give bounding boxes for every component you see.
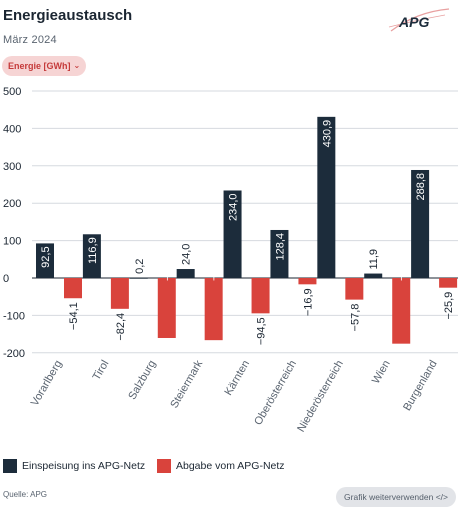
data-label: −54,1 [68,302,80,330]
data-label: 24,0 [181,244,193,265]
x-tick-label: Steiermark [168,358,205,410]
x-tick-label: Wien [370,358,393,386]
y-tick-label: 500 [3,86,21,98]
x-tick-label: Kärnten [222,358,252,397]
bar-feed-in [82,234,101,278]
y-tick-label: 400 [3,123,21,135]
y-tick-label: 300 [3,161,21,173]
unit-selector-dropdown[interactable]: Energie [GWh] ⌄ [2,56,87,76]
bar-withdrawal [439,278,458,288]
y-tick-label: 200 [3,198,21,210]
data-label: −166,2 [209,247,221,281]
x-tick-label: Niederösterreich [295,358,346,434]
legend-swatch-withdrawal [157,459,171,473]
bar-feed-in [223,190,242,278]
bar-withdrawal [345,278,364,300]
data-label: −94,5 [256,317,268,345]
legend-item-feed-in[interactable]: Einspeisung ins APG-Netz [3,459,145,473]
logo-text: APG [398,14,429,30]
data-label: 288,8 [415,173,427,201]
bar-withdrawal [157,278,176,338]
legend-swatch-feed-in [3,459,17,473]
data-label: 11,9 [368,249,380,270]
reuse-graphic-button[interactable]: Grafik weiterverwenden </> [336,487,456,507]
bar-feed-in [129,277,148,279]
y-tick-label: -200 [3,348,25,360]
x-tick-label: Vorarlberg [29,358,65,408]
data-label: −82,4 [115,313,127,341]
bar-withdrawal [110,278,129,309]
bar-chart: 500 400 300 200 100 0 -100 -200 92,5 −54,1 Vorarlb… [3,86,458,434]
bar-feed-in [411,169,430,278]
legend-label-withdrawal: Abgabe vom APG-Netz [176,460,285,472]
legend-item-withdrawal[interactable]: Abgabe vom APG-Netz [157,459,285,473]
x-tick-label: Oberösterreich [252,358,299,427]
data-label: −160,4 [162,247,174,281]
data-label: −25,9 [443,292,455,320]
y-tick-label: -100 [3,310,25,322]
data-label: −57,8 [349,304,361,332]
bar-withdrawal [251,278,270,314]
bar-feed-in [364,273,383,278]
bar-feed-in [270,229,289,278]
bar-withdrawal [204,278,223,341]
bar-feed-in [317,116,336,278]
data-label: −175,6 [396,247,408,281]
x-tick-label: Salzburg [126,358,158,402]
data-label: 234,0 [228,193,240,221]
x-tick-label: Burgenland [401,358,440,413]
bar-withdrawal [298,278,317,285]
source-note: Quelle: APG [3,490,48,499]
bar-feed-in [176,269,195,278]
y-tick-label: 100 [3,236,21,248]
data-label: 128,4 [274,233,286,261]
y-tick-label: 0 [3,273,9,285]
legend-label-feed-in: Einspeisung ins APG-Netz [22,460,146,472]
data-label: 92,5 [40,246,52,267]
page-title: Energieaustausch [3,7,133,24]
data-label: 116,9 [87,237,99,264]
bar-withdrawal [64,278,82,299]
unit-selector-label: Energie [GWh] [8,61,71,71]
x-tick-label: Tirol [91,358,112,382]
apg-logo: APG [388,8,450,32]
bar-feed-in [36,243,54,278]
data-label: 430,9 [321,120,333,148]
chevron-down-icon: ⌄ [73,61,81,70]
bar-withdrawal [392,278,411,344]
data-label: −16,9 [302,288,314,316]
data-label: 0,2 [134,259,146,274]
page-subtitle: März 2024 [3,34,57,46]
